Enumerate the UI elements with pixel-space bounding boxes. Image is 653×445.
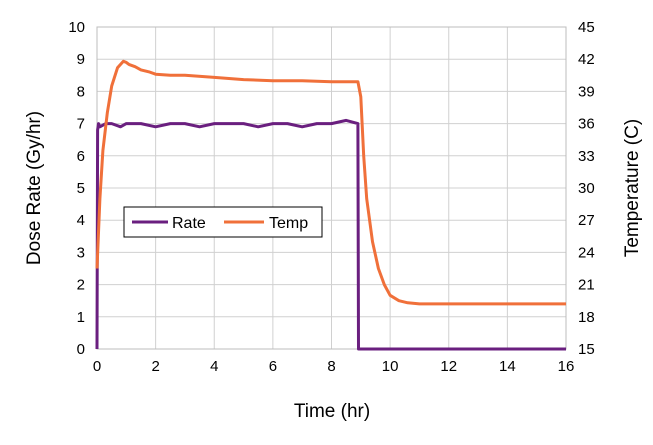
right-y-axis-title: Temperature (C) [622, 119, 643, 257]
x-tick-label: 8 [327, 358, 335, 375]
x-tick-label: 4 [210, 358, 218, 375]
left-y-tick-label: 6 [77, 148, 85, 165]
left-y-tick-label: 5 [77, 180, 85, 197]
legend: Rate Temp [123, 206, 323, 238]
legend-rate-label: Rate [172, 215, 206, 232]
right-y-tick-label: 42 [578, 51, 595, 68]
left-y-tick-label: 1 [77, 309, 85, 326]
right-y-tick-label: 36 [578, 116, 595, 133]
legend-temp-label: Temp [269, 215, 308, 232]
x-tick-label: 14 [499, 358, 516, 375]
right-y-tick-label: 24 [578, 244, 595, 261]
x-tick-label: 6 [269, 358, 277, 375]
x-tick-label: 2 [151, 358, 159, 375]
left-y-tick-label: 4 [77, 212, 85, 229]
left-y-tick-label: 8 [77, 83, 85, 100]
right-y-tick-label: 45 [578, 19, 595, 36]
left-y-tick-label: 0 [77, 341, 85, 358]
x-tick-label: 12 [440, 358, 457, 375]
x-axis-ticks: 0 2 4 6 8 10 12 14 16 [93, 358, 575, 375]
right-y-tick-label: 15 [578, 341, 595, 358]
x-axis-title: Time (hr) [294, 401, 370, 422]
left-y-tick-label: 9 [77, 51, 85, 68]
left-y-tick-label: 3 [77, 244, 85, 261]
left-y-axis-ticks: 0 1 2 3 4 5 6 7 8 9 10 [68, 19, 85, 358]
right-y-axis-ticks: 15 18 21 24 27 30 33 36 39 42 45 [578, 19, 595, 358]
left-y-tick-label: 7 [77, 116, 85, 133]
data-series [95, 59, 566, 351]
left-y-tick-label: 2 [77, 277, 85, 294]
right-y-tick-label: 18 [578, 309, 595, 326]
series-line-temp [95, 59, 566, 306]
right-y-tick-label: 30 [578, 180, 595, 197]
x-tick-label: 16 [558, 358, 575, 375]
right-y-tick-label: 39 [578, 83, 595, 100]
left-y-tick-label: 10 [68, 19, 85, 36]
right-y-tick-label: 27 [578, 212, 595, 229]
right-y-tick-label: 33 [578, 148, 595, 165]
left-y-axis-title: Dose Rate (Gy/hr) [24, 111, 45, 265]
x-tick-label: 10 [382, 358, 399, 375]
x-tick-label: 0 [93, 358, 101, 375]
right-y-tick-label: 21 [578, 277, 595, 294]
series-line-rate [95, 118, 566, 351]
